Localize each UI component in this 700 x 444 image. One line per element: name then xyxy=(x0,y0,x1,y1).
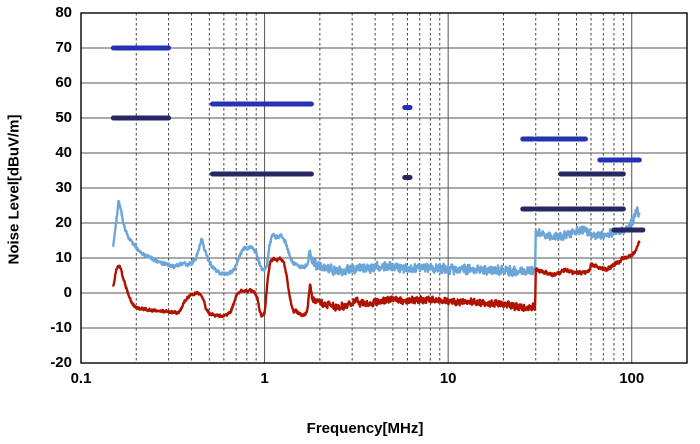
x-tick-label: 0.1 xyxy=(70,370,92,387)
x-tick-label: 10 xyxy=(439,370,457,387)
y-tick-label: 20 xyxy=(55,214,72,231)
noise-trace-red xyxy=(112,240,641,319)
y-tick-label: 60 xyxy=(55,74,72,91)
y-tick-label: 10 xyxy=(55,249,72,266)
y-tick-label: -20 xyxy=(50,354,72,371)
y-tick-label: -10 xyxy=(50,319,72,336)
y-tick-label: 30 xyxy=(55,179,72,196)
plot-border xyxy=(80,12,688,364)
x-axis-title: Frequency[MHz] xyxy=(306,420,424,437)
x-tick-label: 1 xyxy=(260,370,269,387)
y-tick-label: 70 xyxy=(55,39,72,56)
y-tick-label: 0 xyxy=(63,284,72,301)
x-tick-label: 100 xyxy=(619,370,645,387)
y-tick-label: 50 xyxy=(55,109,72,126)
y-tick-label: 80 xyxy=(55,4,72,21)
y-tick-label: 40 xyxy=(55,144,72,161)
noise-trace-blue xyxy=(112,199,641,277)
y-axis-title: Noise Level[dBuV/m] xyxy=(5,114,23,265)
